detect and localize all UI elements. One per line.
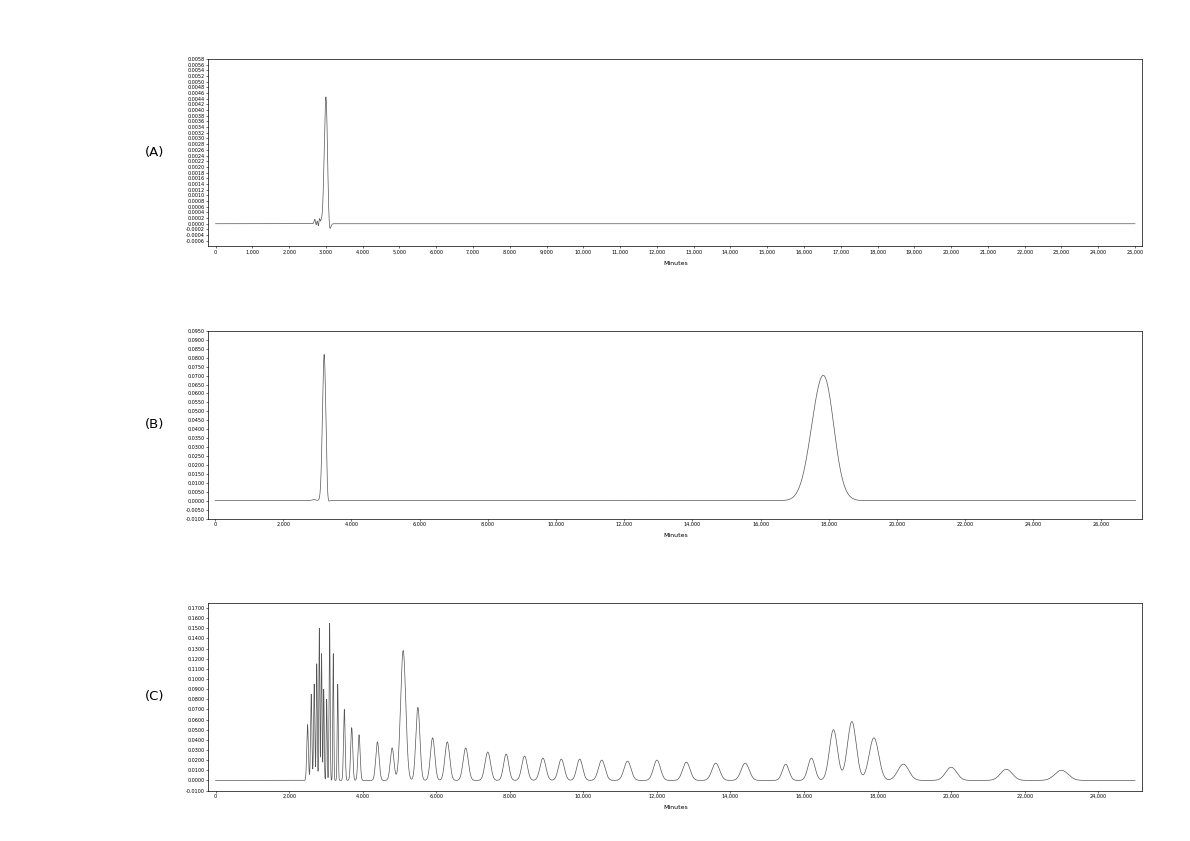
X-axis label: Minutes: Minutes bbox=[663, 805, 688, 810]
Text: (B): (B) bbox=[145, 418, 164, 431]
X-axis label: Minutes: Minutes bbox=[663, 532, 688, 537]
Text: (A): (A) bbox=[145, 146, 164, 159]
X-axis label: Minutes: Minutes bbox=[663, 261, 688, 266]
Text: (C): (C) bbox=[145, 690, 164, 703]
